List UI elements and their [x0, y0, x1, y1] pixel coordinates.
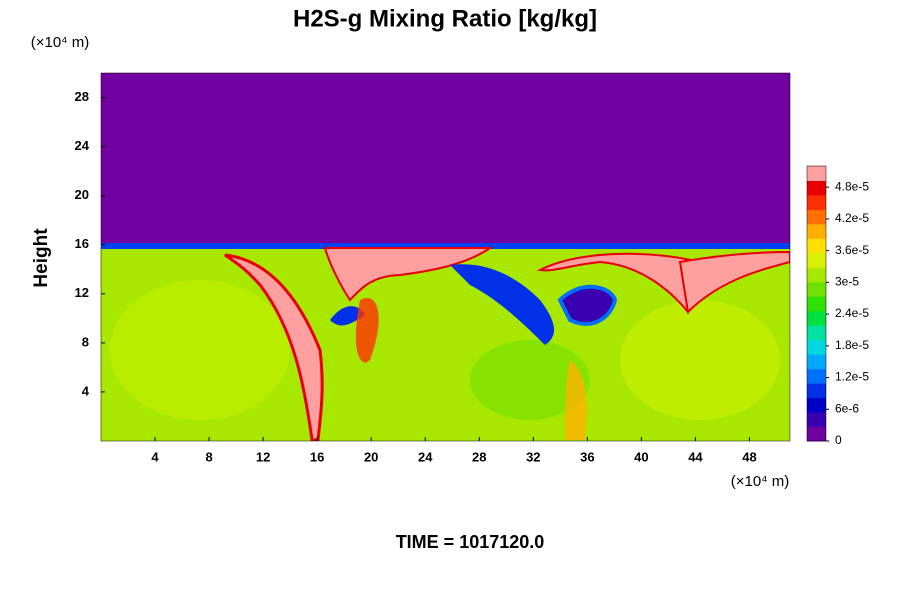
- colorbar-band: [807, 368, 826, 384]
- colorbar-tick-label: 4.8e-5: [835, 179, 869, 193]
- y-axis-label: Height: [31, 228, 52, 288]
- x-tick-label: 44: [688, 449, 703, 464]
- y-tick-label: 16: [75, 236, 89, 251]
- colorbar-band: [807, 339, 826, 355]
- field-eddy: [330, 306, 365, 326]
- colorbar-tick-label: 0: [835, 433, 842, 447]
- field-region: [110, 280, 290, 420]
- field-region: [620, 300, 780, 420]
- y-tick-label: 4: [82, 383, 90, 398]
- x-tick-label: 24: [418, 449, 433, 464]
- colorbar-band: [807, 223, 826, 239]
- chart-title: H2S-g Mixing Ratio [kg/kg]: [293, 5, 597, 32]
- field-eddy: [557, 284, 618, 326]
- x-tick-label: 28: [472, 449, 486, 464]
- x-tick-label: 40: [634, 449, 648, 464]
- colorbar-band: [807, 267, 826, 283]
- field-plume: [678, 250, 790, 315]
- field-plume: [323, 247, 494, 302]
- colorbar-band: [807, 426, 826, 442]
- colorbar-tick-label: 1.2e-5: [835, 370, 869, 384]
- colorbar-band: [807, 412, 826, 428]
- y-tick-label: 8: [82, 334, 89, 349]
- colorbar-band: [807, 194, 826, 210]
- field-boundary: [101, 243, 790, 249]
- colorbar-tick-label: 6e-6: [835, 401, 859, 415]
- field-layer: [101, 73, 790, 441]
- x-tick-label: 16: [310, 449, 324, 464]
- y-tick-label: 24: [75, 138, 90, 153]
- colorbar-tick-label: 3.6e-5: [835, 243, 869, 257]
- x-tick-label: 4: [151, 449, 159, 464]
- y-tick-label: 20: [75, 187, 89, 202]
- field-streak: [355, 298, 379, 363]
- colorbar-band: [807, 354, 826, 370]
- colorbar-band: [807, 296, 826, 312]
- colorbar-band: [807, 209, 826, 225]
- colorbar-tick-label: 4.2e-5: [835, 211, 869, 225]
- x-unit-label: (×10⁴ m): [731, 473, 790, 490]
- colorbar-band: [807, 252, 826, 268]
- colorbar-tick-label: 2.4e-5: [835, 306, 869, 320]
- field-upper: [101, 73, 790, 248]
- colorbar-band: [807, 180, 826, 196]
- colorbar-frame: [806, 165, 827, 442]
- footer: TIME = 1017120.0: [396, 532, 545, 552]
- colorbar-tick-label: 1.8e-5: [835, 338, 869, 352]
- colorbar-band: [807, 325, 826, 341]
- x-tick-label: 8: [205, 449, 212, 464]
- colorbar-tick-label: 3e-5: [835, 275, 859, 289]
- y-tick-label: 28: [75, 89, 89, 104]
- x-tick-label: 48: [742, 449, 756, 464]
- y-unit-label: (×10⁴ m): [31, 34, 90, 51]
- field-eddy: [450, 264, 555, 345]
- x-tick-label: 32: [526, 449, 540, 464]
- colorbar-band: [807, 238, 826, 254]
- colorbar-band: [807, 397, 826, 413]
- x-tick-label: 20: [364, 449, 378, 464]
- colorbar-band: [807, 383, 826, 399]
- x-tick-label: 12: [256, 449, 270, 464]
- field-region: [470, 340, 590, 420]
- field-plume: [224, 253, 324, 441]
- colorbar-band: [807, 310, 826, 326]
- field-streak: [565, 360, 587, 440]
- colorbar-band: [807, 281, 826, 297]
- plot-frame: [100, 72, 791, 442]
- y-tick-label: 12: [75, 285, 89, 300]
- x-tick-label: 36: [580, 449, 594, 464]
- colorbar-band: [807, 166, 826, 181]
